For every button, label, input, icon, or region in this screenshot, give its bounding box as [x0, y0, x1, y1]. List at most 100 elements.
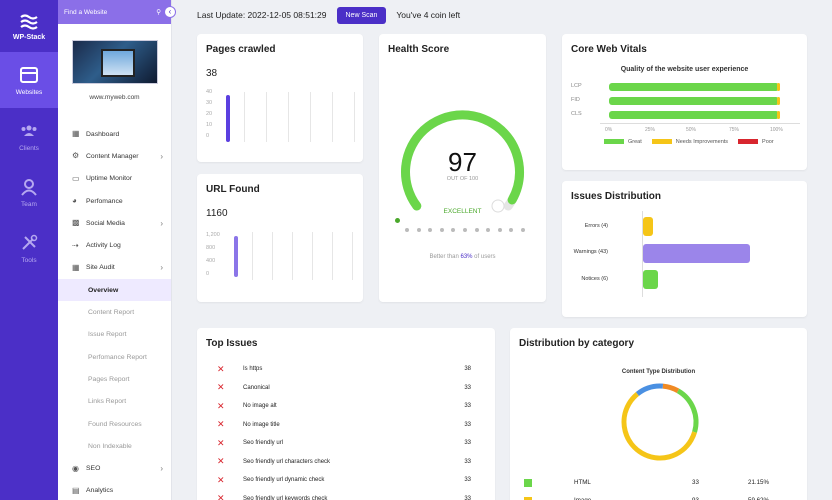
site-thumbnail [71, 40, 158, 84]
nav-label: Analytics [86, 487, 114, 495]
issue-row[interactable]: ✕ Is https 38 [197, 360, 495, 379]
axis-tick: 40 [206, 89, 213, 95]
pages-crawled-card: Pages crawled 38 40 30 20 10 0 [197, 34, 363, 162]
pages-crawled-bar [226, 94, 230, 142]
sidebar-item-site-audit[interactable]: ▦ Site Audit › [58, 257, 171, 279]
chevron-right-icon: › [160, 263, 163, 273]
issue-row[interactable]: ✕ Seo friendly url keywords check 33 [197, 490, 495, 500]
gauge-fill [401, 110, 524, 211]
health-out-of: OUT OF 100 [446, 176, 479, 182]
health-score-card: Health Score 97 OUT OF 100 EXCELLENT Bet… [379, 34, 546, 302]
axis-tick: 20 [206, 111, 213, 117]
core-web-vitals-card: Core Web Vitals Quality of the website u… [562, 34, 807, 170]
issue-name: Seo friendly url characters check [243, 458, 331, 465]
issue-count: 38 [464, 366, 471, 373]
issues-bar [643, 270, 658, 289]
better-pct: 63% [460, 254, 473, 260]
sidebar-item-social-media[interactable]: ▩ Social Media › [58, 212, 171, 234]
health-status: EXCELLENT [443, 208, 482, 215]
axis-tick: 0 [206, 271, 210, 277]
issue-count: 33 [464, 421, 471, 428]
sidebar-subitem-links-report[interactable]: Links Report [88, 398, 127, 406]
sidebar-item-dashboard[interactable]: ▦ Dashboard [58, 123, 171, 145]
site-url[interactable]: www.myweb.com [89, 94, 140, 101]
sidebar-item-uptime[interactable]: ▭ Uptime Monitor [58, 168, 171, 190]
collapse-icon[interactable]: ‹ [164, 6, 176, 18]
category-count: 33 [692, 479, 699, 486]
chart-icon: ▤ [72, 485, 80, 495]
health-score-value: 97 [448, 147, 477, 177]
gridline [352, 232, 353, 280]
rail-websites[interactable]: Websites [0, 52, 58, 108]
issue-count: 33 [464, 495, 471, 500]
issue-name: No image title [243, 421, 280, 428]
rail-team[interactable]: Team [0, 164, 58, 220]
sidebar-item-content-manager[interactable]: ⚙ Content Manager › [58, 145, 171, 167]
sidebar-item-seo[interactable]: ◉ SEO › [58, 457, 171, 479]
sidebar-subitem-non-indexable[interactable]: Non Indexable [88, 442, 132, 450]
url-found-card: URL Found 1160 1,200 800 400 0 [197, 174, 363, 302]
health-gauge [401, 110, 524, 213]
sidebar-nav: ▦ Dashboard ⚙ Content Manager › ▭ Uptime Mon… [58, 123, 171, 500]
sidebar-subitem-issue-report[interactable]: Issue Report [88, 331, 127, 339]
card-title: URL Found [206, 184, 260, 195]
axis-tick: 1,200 [206, 232, 220, 238]
issue-count: 33 [464, 477, 471, 484]
nav-label: Social Media [86, 219, 125, 227]
gridline [332, 232, 333, 280]
brand-name: WP-Stack [12, 33, 46, 41]
app-rail: WP-Stack Websites Clients Team Tools [0, 0, 58, 500]
sidebar-item-performance[interactable]: ◕ Perfomance [58, 190, 171, 212]
issues-bar [643, 243, 750, 263]
category-card: Distribution by category Content Type Di… [510, 328, 807, 500]
rail-clients[interactable]: Clients [0, 108, 58, 164]
error-x-icon: ✕ [217, 493, 225, 500]
issue-row[interactable]: ✕ No image title 33 [197, 416, 495, 435]
category-name: HTML [574, 479, 591, 486]
sidebar-subitem-found-resources[interactable]: Found Resources [88, 420, 142, 428]
last-update: Last Update: 2022-12-05 08:51:29 [197, 10, 327, 20]
sidebar-subitem-overview[interactable]: Overview [58, 279, 171, 302]
brand-logo[interactable]: WP-Stack [0, 0, 58, 52]
gridline [312, 232, 313, 280]
nav-label: Dashboard [86, 130, 120, 138]
category-color [524, 479, 532, 487]
gridline [332, 92, 333, 142]
category-row: HTML 33 21.15% [510, 474, 807, 492]
nav-label: Content Manager [86, 152, 139, 160]
wave-logo-icon [20, 13, 38, 30]
website-search[interactable]: Find a Website ⚲ ‹ [58, 0, 176, 24]
issue-name: Is https [243, 366, 263, 373]
legend-needs: Needs Improvements [651, 139, 728, 145]
rail-label: Websites [15, 88, 43, 96]
user-icon [21, 178, 37, 196]
cwv-bar-fid [609, 97, 779, 105]
issue-row[interactable]: ✕ Seo friendly url 33 [197, 434, 495, 453]
sidebar: Find a Website ⚲ ‹ www.myweb.com ▦ Dashbo… [58, 0, 176, 500]
issue-name: Seo friendly url keywords check [243, 495, 328, 500]
sidebar-item-analytics[interactable]: ▤ Analytics [58, 480, 171, 500]
cwv-bar-cls [609, 111, 779, 119]
error-x-icon: ✕ [217, 382, 225, 393]
sidebar-subitem-pages-report[interactable]: Pages Report [88, 375, 130, 383]
sidebar-item-activity-log[interactable]: ⇢ Activity Log [58, 234, 171, 256]
issue-count: 33 [464, 403, 471, 410]
gauge-dots [405, 228, 525, 232]
rail-label: Tools [21, 256, 37, 264]
card-title: Core Web Vitals [571, 44, 647, 55]
pages-crawled-value: 38 [206, 68, 218, 79]
new-scan-button[interactable]: New Scan [336, 6, 387, 24]
error-x-icon: ✕ [217, 363, 225, 374]
issue-row[interactable]: ✕ Seo friendly url characters check 33 [197, 453, 495, 472]
chevron-right-icon: › [160, 218, 163, 228]
issue-row[interactable]: ✕ Seo friendly url dynamic check 33 [197, 471, 495, 490]
sidebar-subitem-content-report[interactable]: Content Report [88, 309, 135, 317]
issue-row[interactable]: ✕ Canonical 33 [197, 379, 495, 398]
issue-row[interactable]: ✕ No image alt 33 [197, 397, 495, 416]
cwv-bar-lcp [609, 83, 779, 91]
sidebar-subitem-performance-report[interactable]: Perfomance Report [88, 353, 147, 361]
error-x-icon: ✕ [217, 437, 225, 448]
cwv-axis [600, 123, 800, 124]
rail-tools[interactable]: Tools [0, 220, 58, 276]
seo-icon: ◉ [72, 463, 79, 473]
